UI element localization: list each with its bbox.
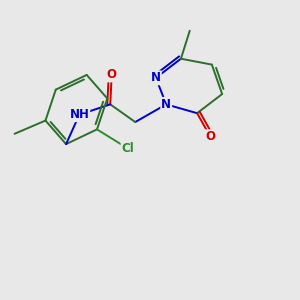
Text: NH: NH [69, 108, 89, 121]
Text: O: O [107, 68, 117, 81]
Text: N: N [151, 71, 161, 84]
Text: N: N [161, 98, 171, 111]
Text: Cl: Cl [122, 142, 134, 155]
Text: O: O [206, 130, 215, 143]
